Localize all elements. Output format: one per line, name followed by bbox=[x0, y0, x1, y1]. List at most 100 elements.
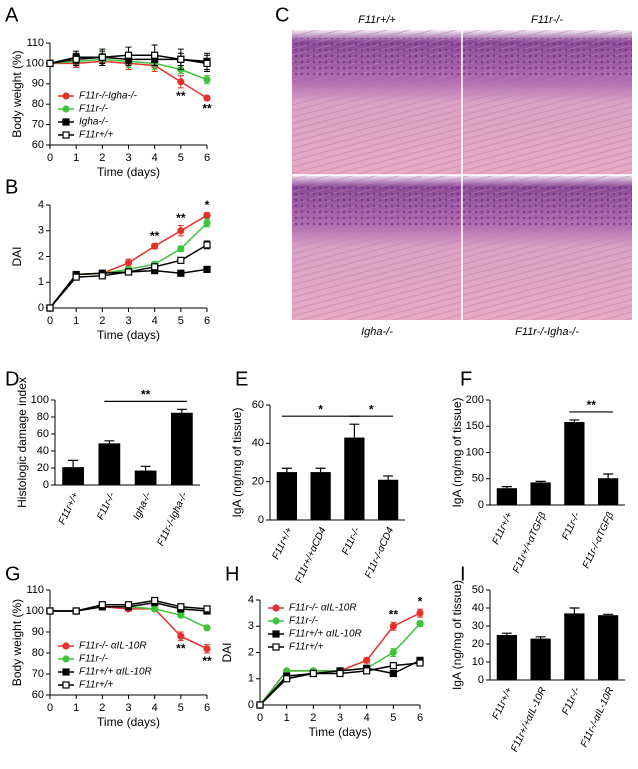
marker bbox=[203, 211, 211, 219]
marker bbox=[272, 617, 280, 625]
y-tick-label: 110 bbox=[26, 584, 44, 596]
histology-panel: C F11r+/+ F11r-/- Igha-/- F11r-/-Igha-/- bbox=[275, 4, 632, 338]
marker bbox=[62, 642, 70, 650]
annotation: ** bbox=[202, 654, 212, 668]
marker bbox=[336, 669, 344, 678]
x-tick-label: 2 bbox=[99, 152, 105, 164]
x-tick-label: 4 bbox=[152, 315, 158, 327]
panel-letter: D bbox=[5, 368, 19, 390]
marker bbox=[177, 269, 185, 277]
y-tick-label: 0 bbox=[478, 499, 484, 511]
marker bbox=[72, 273, 80, 281]
marker bbox=[389, 622, 397, 630]
marker bbox=[151, 242, 159, 250]
annotation: ** bbox=[176, 211, 186, 225]
x-tick-label: 5 bbox=[390, 712, 396, 724]
x-tick-label: 6 bbox=[417, 712, 423, 724]
x-tick-label: F11r+/+ bbox=[57, 491, 82, 527]
y-tick-label: 70 bbox=[32, 119, 44, 131]
legend-label: F11r-/- αIL-10R bbox=[289, 603, 357, 614]
error-bar bbox=[603, 473, 614, 479]
annotation: ** bbox=[202, 101, 212, 115]
y-axis-label: IgA (ng/mg of tissue) bbox=[450, 580, 464, 690]
image-label: F11r-/-Igha-/- bbox=[515, 326, 579, 338]
marker bbox=[46, 304, 54, 312]
legend-label: F11r+/+ bbox=[79, 680, 113, 691]
x-tick-label: 2 bbox=[99, 702, 105, 714]
marker bbox=[416, 620, 424, 628]
marker bbox=[62, 92, 70, 100]
image-label: F11r-/- bbox=[531, 14, 563, 26]
y-tick-label: 100 bbox=[26, 605, 44, 617]
marker bbox=[72, 55, 80, 63]
x-tick-label: 2 bbox=[310, 712, 316, 724]
error-bar bbox=[569, 419, 580, 423]
y-tick-label: 40 bbox=[472, 602, 484, 614]
marker bbox=[203, 265, 211, 273]
y-tick-label: 150 bbox=[466, 420, 484, 432]
x-tick-label: 5 bbox=[178, 702, 184, 714]
y-tick-label: 10 bbox=[472, 656, 484, 668]
panel-letter: B bbox=[5, 176, 18, 198]
error-bar bbox=[569, 607, 580, 614]
bar bbox=[344, 437, 365, 520]
marker bbox=[46, 59, 54, 68]
x-tick-label: 0 bbox=[47, 702, 53, 714]
marker bbox=[272, 643, 280, 651]
marker bbox=[177, 603, 185, 611]
bar bbox=[598, 478, 619, 505]
y-tick-label: 100 bbox=[466, 446, 484, 458]
marker bbox=[124, 259, 133, 267]
x-tick-label: F11r+/+ bbox=[491, 511, 516, 547]
y-axis-label: IgA (ng/mg of tissue) bbox=[230, 407, 244, 517]
panel-letter: E bbox=[235, 368, 248, 390]
x-tick-label: F11r-/- bbox=[340, 525, 363, 557]
x-tick-label: F11r+/+αIL-10R bbox=[509, 686, 549, 754]
marker bbox=[177, 611, 185, 619]
y-tick-label: 40 bbox=[252, 437, 264, 449]
error-bar bbox=[603, 613, 614, 616]
legend-label: Igha-/- bbox=[79, 117, 109, 128]
panel-letter: G bbox=[5, 563, 21, 585]
error-bar bbox=[104, 440, 115, 444]
x-tick-label: 5 bbox=[178, 315, 184, 327]
y-tick-label: 0 bbox=[478, 674, 484, 686]
y-tick-label: 80 bbox=[37, 411, 49, 423]
panel-letter: C bbox=[275, 4, 289, 26]
x-tick-label: F11r-/- bbox=[560, 510, 583, 542]
bar bbox=[134, 470, 157, 485]
x-tick-label: 1 bbox=[73, 152, 79, 164]
marker bbox=[203, 605, 211, 613]
error-bar bbox=[68, 459, 79, 468]
y-tick-label: 2 bbox=[248, 646, 254, 658]
x-tick-label: F11r+/+αCD4 bbox=[293, 525, 329, 584]
bar bbox=[310, 472, 331, 520]
x-tick-label: 5 bbox=[178, 152, 184, 164]
marker bbox=[177, 55, 185, 63]
image-label: Igha-/- bbox=[361, 326, 393, 338]
x-axis-label: Time (days) bbox=[309, 725, 372, 739]
bar bbox=[171, 412, 193, 485]
legend-label: F11r-/- αIL-10R bbox=[79, 641, 147, 652]
panel-letter: F bbox=[460, 368, 472, 390]
y-tick-label: 4 bbox=[248, 594, 254, 606]
marker bbox=[203, 624, 211, 632]
error-bar bbox=[315, 467, 326, 473]
error-bar bbox=[383, 475, 394, 480]
y-axis-label: Histologic damage index bbox=[15, 377, 29, 508]
x-tick-label: 1 bbox=[284, 712, 290, 724]
x-tick-label: Igha-/- bbox=[132, 490, 154, 521]
y-axis-label: IgA (ng/mg of tissue) bbox=[450, 397, 464, 507]
marker bbox=[62, 681, 70, 689]
y-tick-label: 90 bbox=[32, 78, 44, 90]
y-tick-label: 70 bbox=[32, 668, 44, 680]
y-axis-label: DAI bbox=[10, 246, 24, 266]
y-tick-label: 60 bbox=[32, 689, 44, 701]
marker bbox=[177, 78, 185, 86]
marker bbox=[62, 131, 70, 139]
legend-label: F11r-/- bbox=[289, 616, 319, 627]
image-label: F11r+/+ bbox=[358, 14, 396, 26]
y-axis-label: Body weight (%) bbox=[10, 50, 24, 137]
marker bbox=[62, 105, 70, 113]
